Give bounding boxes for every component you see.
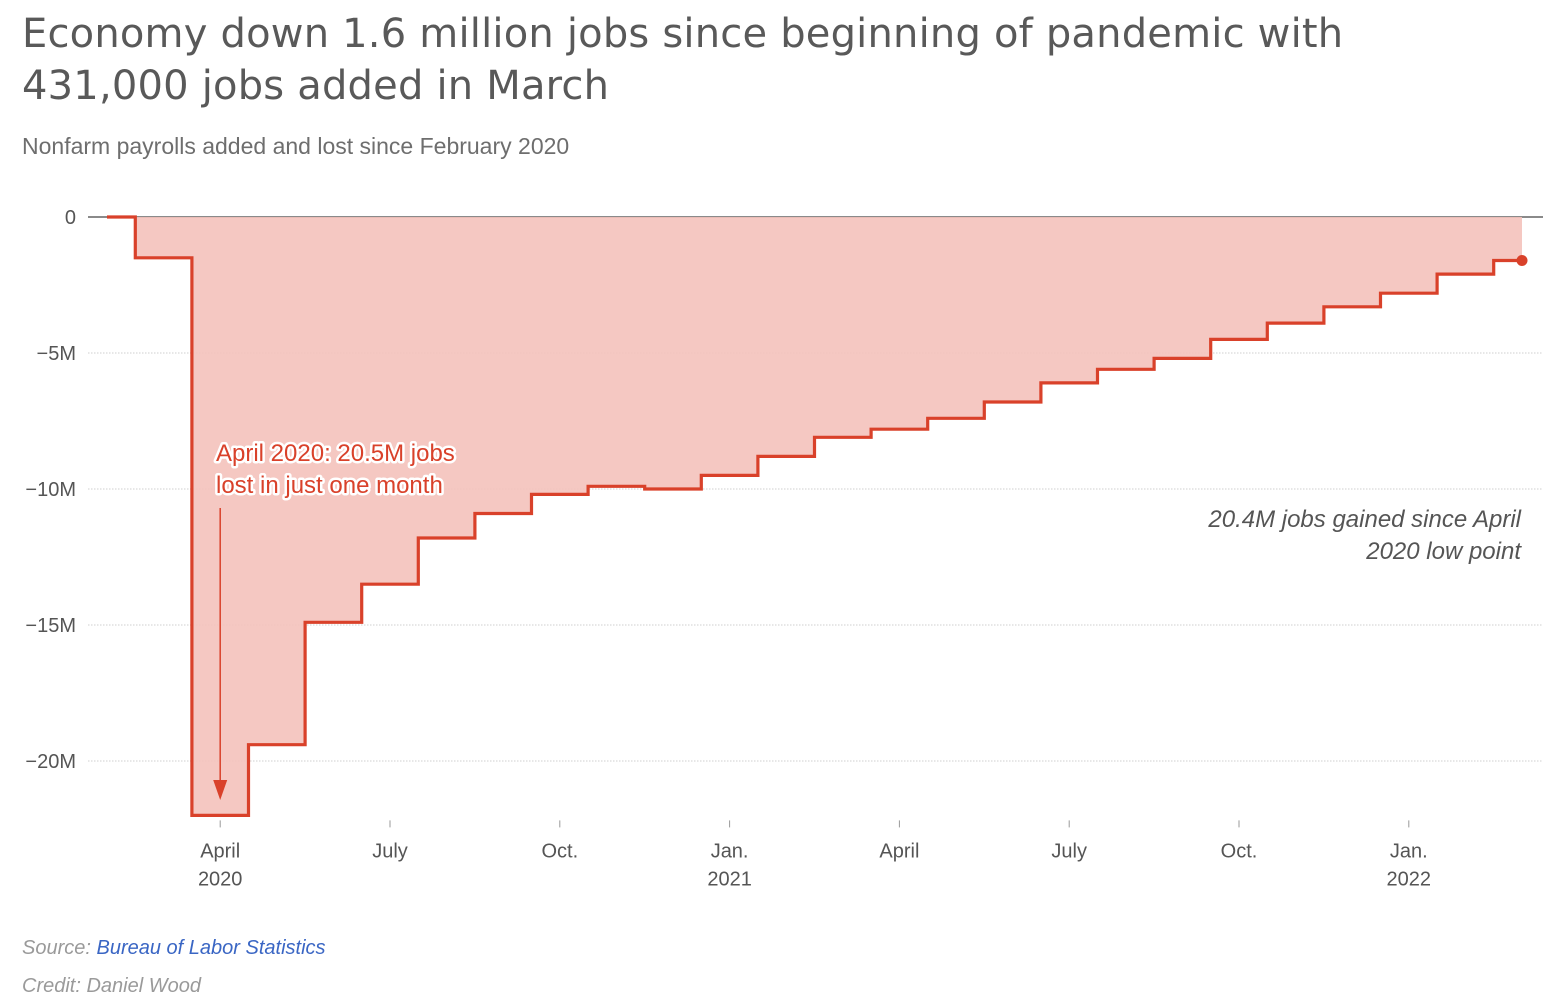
annotation-arrow-head [213, 780, 228, 800]
x-tick-label: Jan. [711, 840, 749, 862]
y-axis: 0 −5M −10M −15M −20M [25, 207, 76, 773]
step-area-chart: April 2020 July Oct. Jan. 2021 April July Oct. Ja… [25, 207, 1543, 890]
y-tick-label: −5M [37, 343, 76, 365]
credit-line: Credit: Daniel Wood [22, 975, 201, 997]
source-label: Source: [22, 937, 91, 959]
latest-point [1516, 255, 1528, 267]
area-fill [107, 217, 1522, 816]
x-tick-year: 2022 [1387, 868, 1432, 890]
x-tick-label: Oct. [541, 840, 578, 862]
annotation-gain-text: 20.4M jobs gained since April [1207, 506, 1521, 533]
x-tick-label: July [372, 840, 408, 862]
y-tick-label: 0 [65, 207, 76, 229]
chart-title: Economy down 1.6 million jobs since begi… [22, 11, 1344, 109]
series-line [107, 215, 1522, 817]
annotation-gain-text: 2020 low point [1365, 538, 1522, 565]
y-tick-label: −15M [25, 615, 76, 637]
x-axis: April 2020 July Oct. Jan. 2021 April July Oct. Ja… [198, 820, 1431, 890]
line-layer [107, 215, 1528, 817]
area-layer [107, 217, 1522, 816]
chart-subtitle: Nonfarm payrolls added and lost since Fe… [22, 133, 570, 159]
annotation-low-halo: lost in just one month [216, 472, 443, 499]
x-tick-year: 2020 [198, 868, 243, 890]
source-line: Source: Bureau of Labor Statistics [22, 937, 326, 960]
source-link[interactable]: Bureau of Labor Statistics [96, 937, 326, 959]
y-tick-label: −10M [25, 479, 76, 501]
annotation-low-halo: April 2020: 20.5M jobs [216, 440, 455, 467]
y-tick-label: −20M [25, 751, 76, 773]
x-tick-label: Oct. [1221, 840, 1258, 862]
x-tick-label: April [200, 840, 240, 862]
x-tick-label: July [1051, 840, 1087, 862]
x-tick-label: April [879, 840, 919, 862]
annotation-low-text: April 2020: 20.5M jobs [216, 440, 455, 467]
x-tick-label: Jan. [1390, 840, 1428, 862]
annotation-low-text: lost in just one month [216, 472, 443, 499]
x-tick-year: 2021 [707, 868, 752, 890]
